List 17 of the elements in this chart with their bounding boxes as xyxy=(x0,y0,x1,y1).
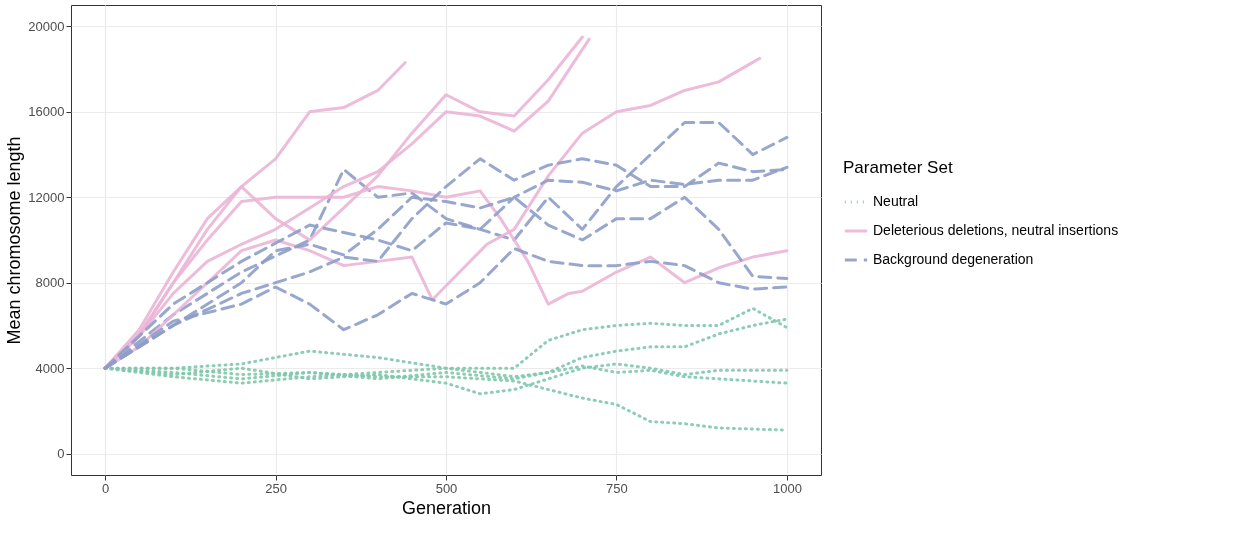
legend-label: Deleterious deletions, neutral insertions xyxy=(873,222,1119,238)
y-tick-label: 0 xyxy=(57,446,65,462)
legend-title: Parameter Set xyxy=(843,158,953,177)
y-tick-label: 4000 xyxy=(35,360,65,376)
y-tick-label: 8000 xyxy=(35,275,65,291)
x-axis-title: Generation xyxy=(401,497,492,518)
x-tick-label: 750 xyxy=(606,480,628,496)
legend-label: Background degeneration xyxy=(873,251,1034,267)
y-tick-label: 12000 xyxy=(28,189,65,205)
y-tick-label: 16000 xyxy=(28,104,65,120)
x-tick-label: 250 xyxy=(265,480,287,496)
legend-label: Neutral xyxy=(873,193,919,209)
y-tick-label: 20000 xyxy=(28,18,65,34)
x-tick-label: 0 xyxy=(101,480,110,496)
x-tick-label: 1000 xyxy=(772,480,802,496)
y-axis-title: Mean chromosome length xyxy=(4,136,25,345)
x-tick-label: 500 xyxy=(435,480,458,496)
